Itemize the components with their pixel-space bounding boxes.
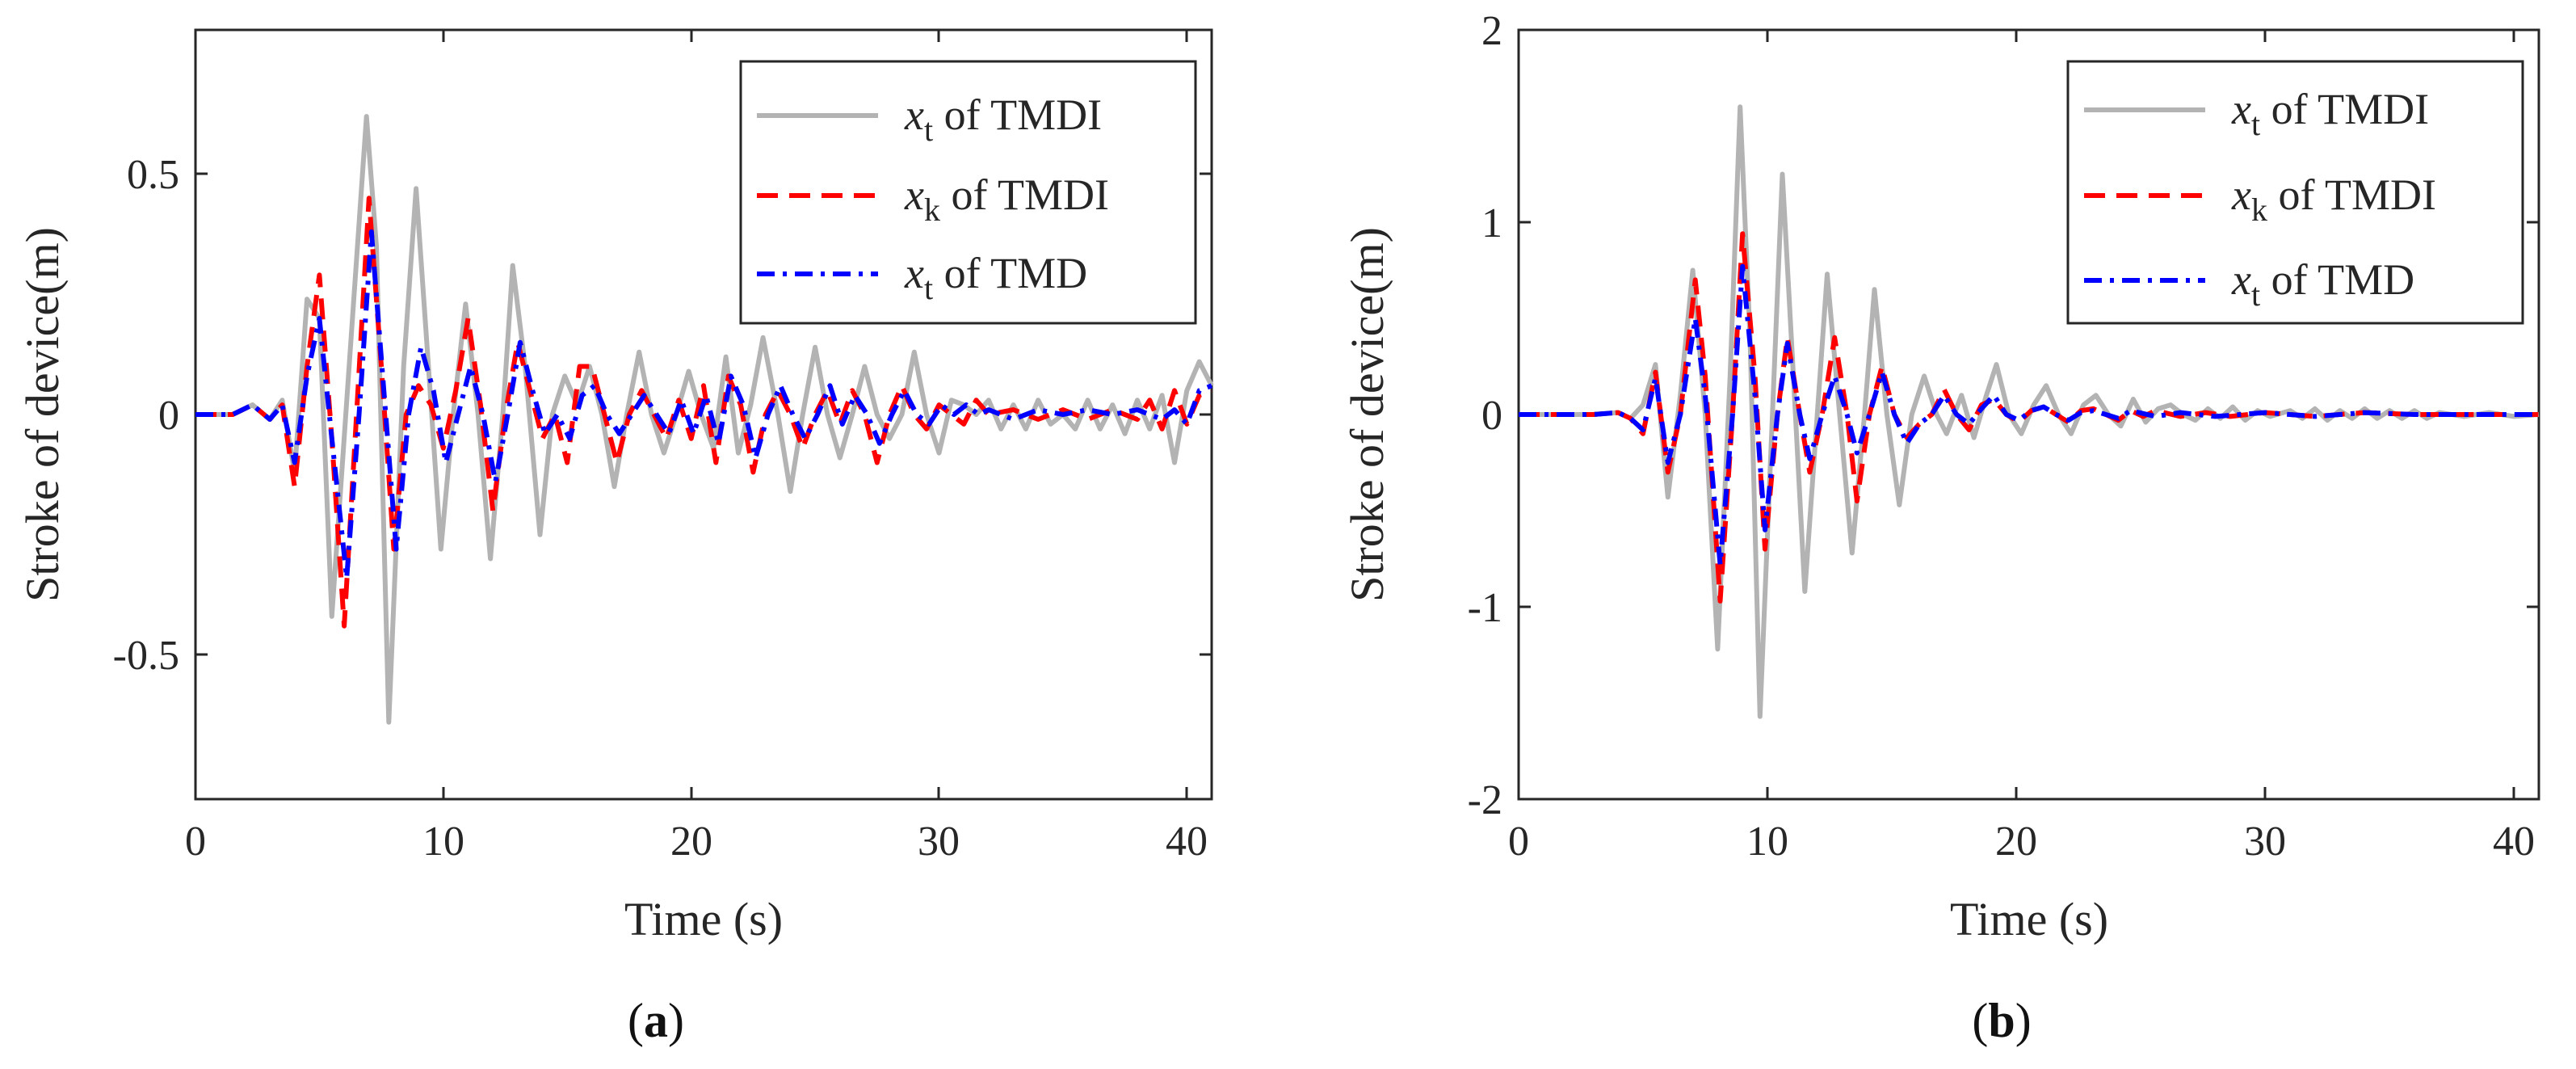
panel-b-xtick-label: 10 <box>1746 819 1788 865</box>
panel-a-ytick-label: 0 <box>158 393 179 439</box>
panel-a-xtick-label: 20 <box>670 819 712 865</box>
panel-b-xtick-label: 20 <box>1995 819 2037 865</box>
legend-sub: t <box>924 112 933 148</box>
panel-a-legend-label-xt-tmd: xt of TMD <box>904 249 1087 306</box>
panel-a-legend-label-xt-tmdi: xt of TMDI <box>904 90 1102 148</box>
series-line-xt-tmdi <box>1519 104 2540 719</box>
series-line-xt-tmdi <box>195 114 1214 725</box>
legend-sub: t <box>924 270 933 306</box>
panel-b-x-axis-label: Time (s) <box>1950 893 2108 945</box>
panel-a-xtick-label: 30 <box>918 819 960 865</box>
panel-b-caption: (b) <box>1972 994 2031 1047</box>
panel-b-x-ticks <box>1766 30 2515 799</box>
panel-a-ytick-label: 0.5 <box>127 152 179 198</box>
legend-sub: t <box>2251 276 2260 313</box>
panel-a-caption: (a) <box>628 994 684 1047</box>
panel-a: 0.5 0 -0.5 0 10 20 30 40 Time (s) Stroke… <box>16 28 1214 1047</box>
legend-var: x <box>2231 170 2251 219</box>
legend-rest: of TMD <box>933 249 1087 297</box>
series-line-xk-tmdi <box>1519 231 2539 604</box>
legend-rest: of TMDI <box>940 170 1109 219</box>
panel-a-x-ticks <box>194 30 1188 799</box>
panel-b-ytick-label: 1 <box>1481 200 1502 246</box>
panel-a-legend-label-xk-tmdi: xk of TMDI <box>904 170 1109 228</box>
panel-a-series-lines <box>195 114 1214 725</box>
panel-b-ytick-label: 2 <box>1481 8 1502 54</box>
panel-b-ytick-label: -1 <box>1468 585 1502 631</box>
legend-rest: of TMD <box>2260 255 2414 304</box>
legend-var: x <box>904 249 924 297</box>
legend-rest: of TMDI <box>2260 85 2429 133</box>
legend-var: x <box>2231 85 2251 133</box>
series-line-xt-tmd <box>195 229 1213 581</box>
panel-b-y-axis-label: Stroke of device(m) <box>1341 227 1393 602</box>
legend-var: x <box>904 170 924 219</box>
panel-b-ytick-labels: 2 1 0 -1 -2 <box>1468 8 1502 823</box>
panel-a-legend-box <box>739 60 1197 325</box>
series-line-xt-tmd <box>1519 263 2539 567</box>
legend-var: x <box>2231 255 2251 304</box>
panel-b-legend-label-xt-tmd: xt of TMD <box>2231 255 2414 313</box>
legend-var: x <box>904 90 924 139</box>
panel-b-xtick-label: 0 <box>1508 819 1529 865</box>
panel-a-xtick-label: 10 <box>422 819 464 865</box>
legend-sub: t <box>2251 106 2260 142</box>
legend-sub: k <box>2251 191 2267 228</box>
panel-b-caption-letter: b <box>1988 994 2015 1047</box>
panel-b-ytick-label: -2 <box>1468 777 1502 823</box>
panel-b-xtick-label: 40 <box>2493 819 2535 865</box>
panel-b-ytick-label: 0 <box>1481 393 1502 439</box>
panel-a-x-axis-label: Time (s) <box>624 893 783 945</box>
panel-a-ytick-label: -0.5 <box>113 633 179 679</box>
panel-b-legend: xt of TMDI xk of TMDI xt of TMD <box>2066 60 2524 325</box>
panel-b: 2 1 0 -1 -2 0 10 20 30 40 Time (s) Strok… <box>1341 8 2540 1047</box>
panel-a-xtick-label: 40 <box>1166 819 1208 865</box>
legend-rest: of TMDI <box>2267 170 2436 219</box>
panel-a-ytick-labels: 0.5 0 -0.5 <box>113 152 179 679</box>
panel-b-series-lines <box>1519 104 2540 719</box>
panel-b-legend-box <box>2066 60 2524 325</box>
panel-a-xtick-labels: 0 10 20 30 40 <box>185 819 1208 865</box>
legend-rest: of TMDI <box>933 90 1102 139</box>
legend-sub: k <box>924 191 940 228</box>
panel-a-y-axis-label: Stroke of device(m) <box>16 227 69 602</box>
panel-b-legend-label-xk-tmdi: xk of TMDI <box>2231 170 2436 228</box>
panel-b-xtick-labels: 0 10 20 30 40 <box>1508 819 2535 865</box>
panel-a-xtick-label: 0 <box>185 819 206 865</box>
panel-a-legend: xt of TMDI xk of TMDI xt of TMD <box>739 60 1197 325</box>
panel-b-xtick-label: 30 <box>2244 819 2286 865</box>
panel-b-legend-label-xt-tmdi: xt of TMDI <box>2231 85 2429 142</box>
panel-a-caption-letter: a <box>644 994 668 1047</box>
